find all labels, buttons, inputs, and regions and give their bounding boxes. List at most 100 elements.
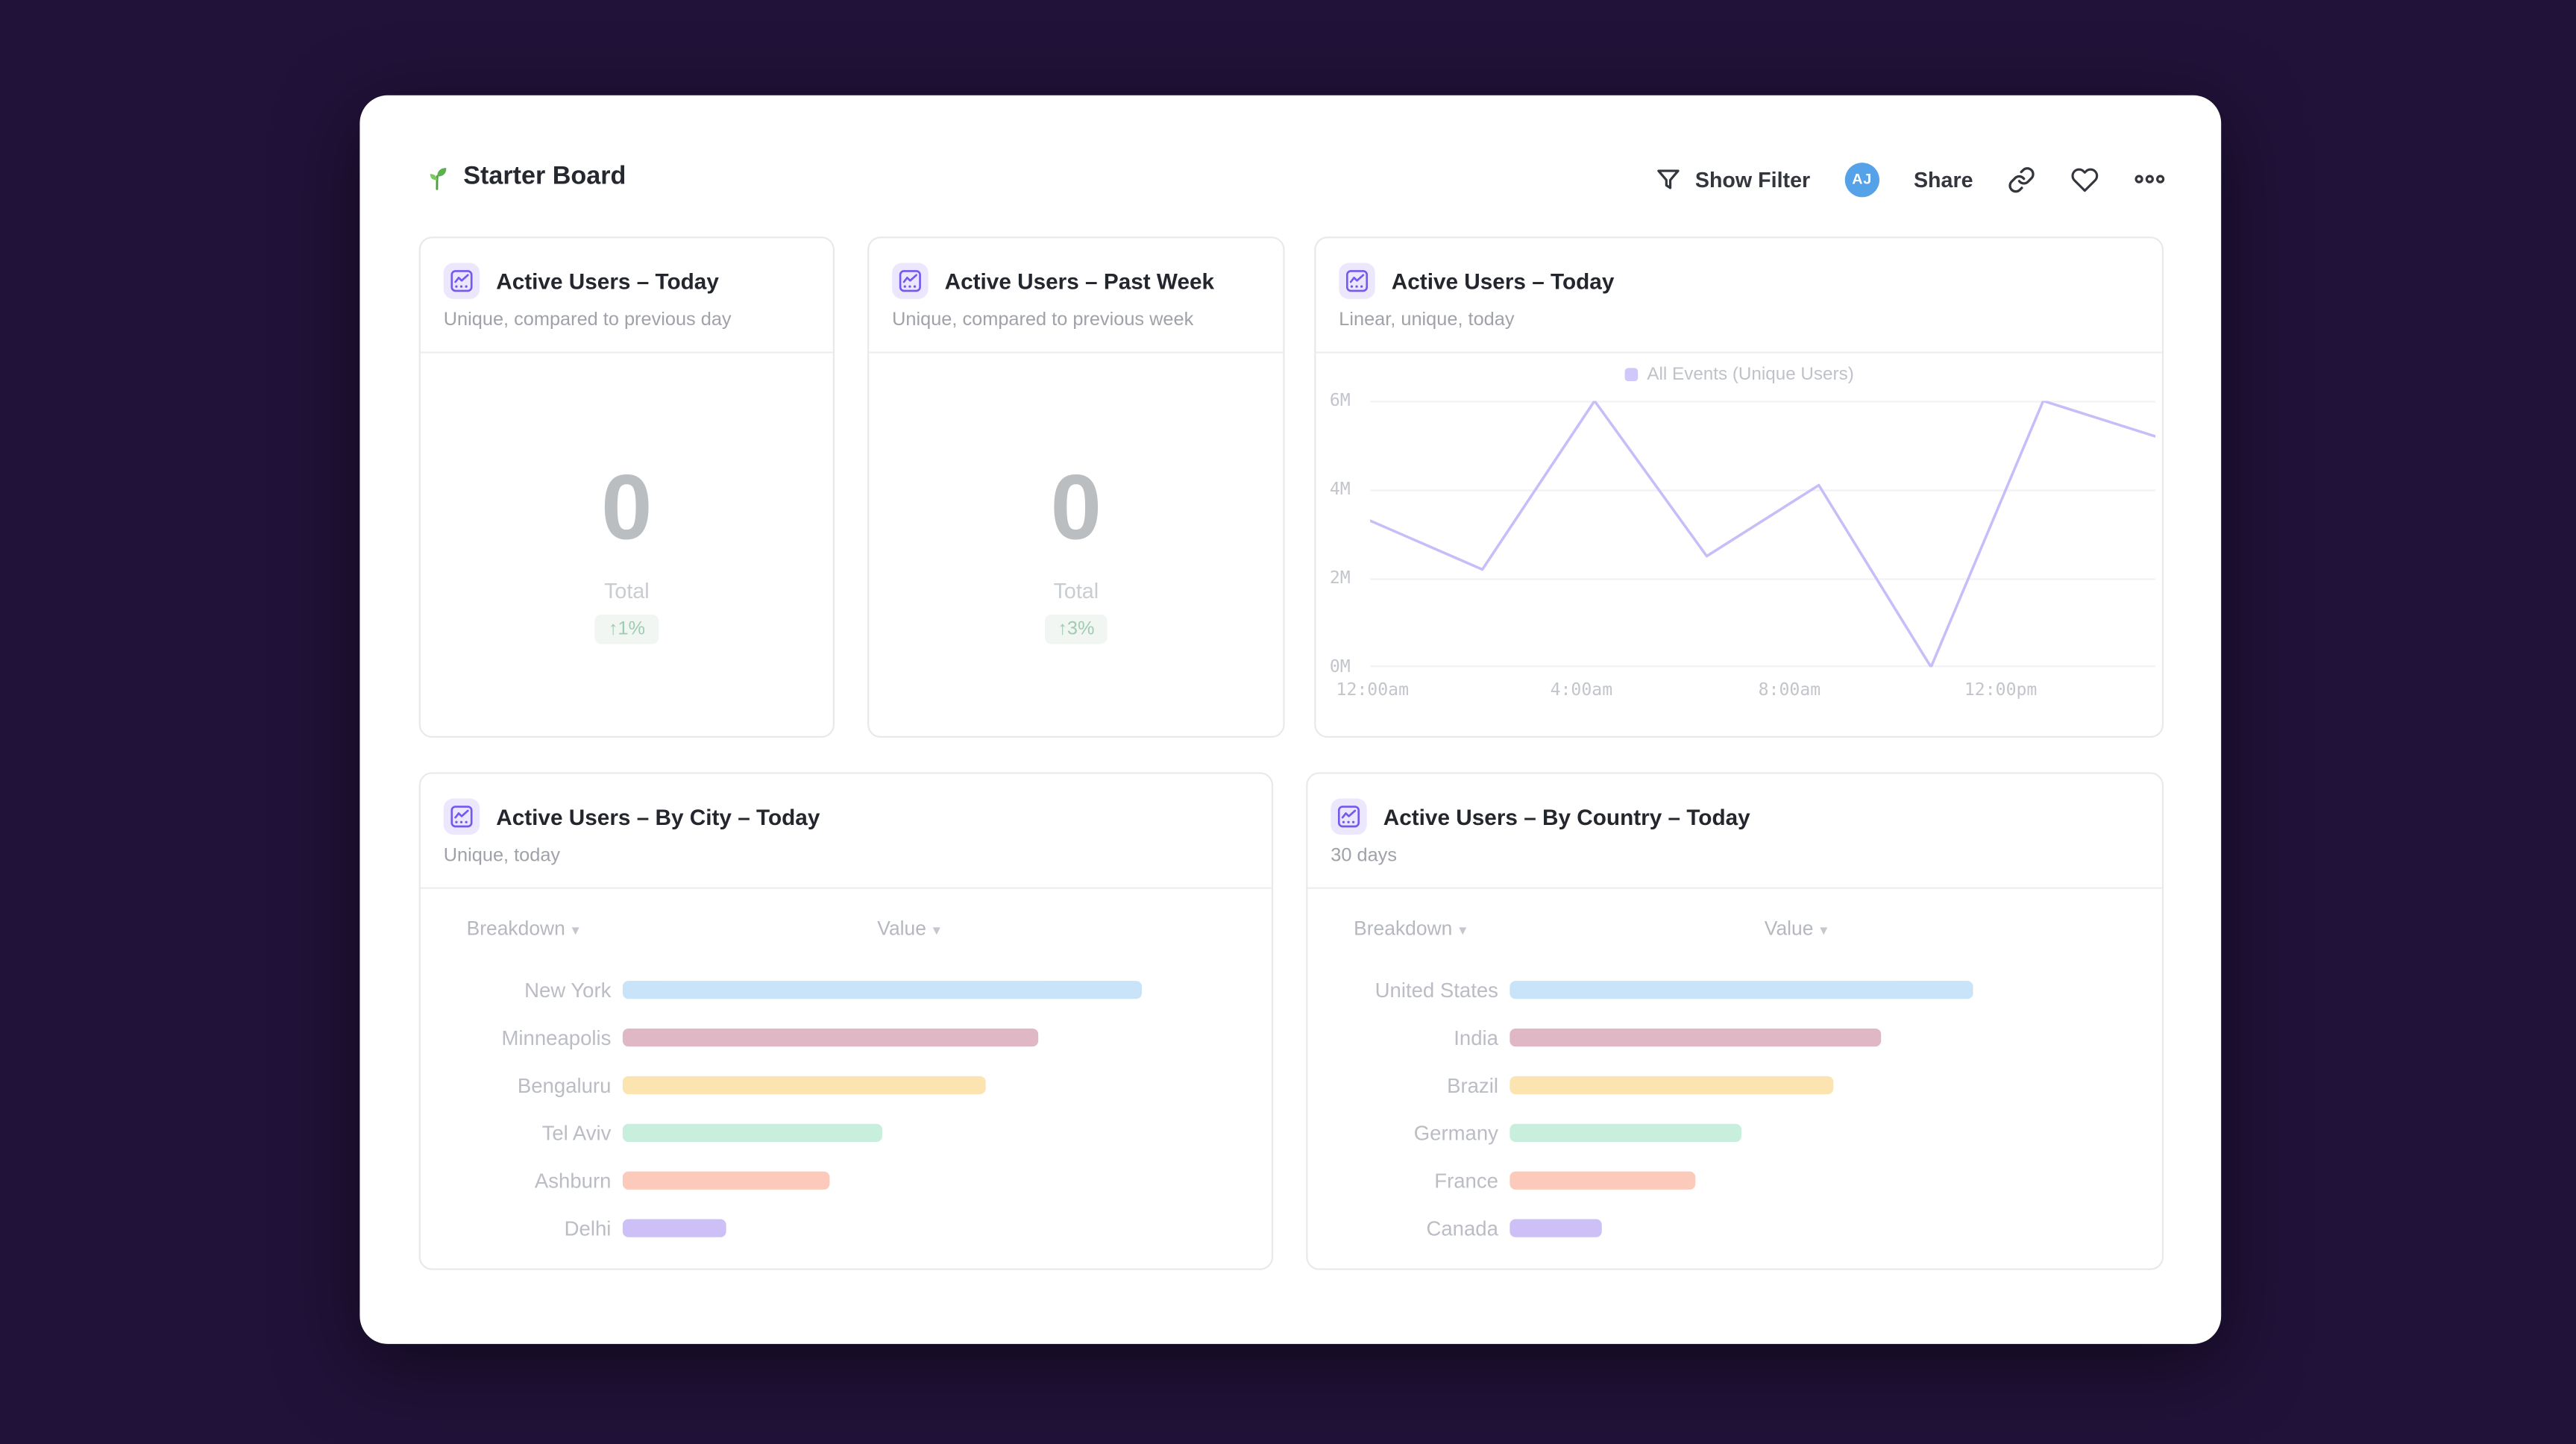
row-label: Germany <box>1413 1121 1498 1145</box>
card-subtitle: 30 days <box>1331 846 1397 866</box>
value-bar[interactable] <box>1510 1123 1741 1142</box>
card-header: Active Users – Past Week <box>869 238 1283 299</box>
value-bar[interactable] <box>1510 1171 1695 1190</box>
bar-track <box>622 1028 1142 1047</box>
heart-icon[interactable] <box>2070 165 2100 192</box>
divider <box>1307 887 2162 889</box>
chart-icon <box>443 798 480 835</box>
avatar[interactable]: AJ <box>1844 161 1879 197</box>
bar-track <box>622 1076 1142 1095</box>
table-row: France <box>1307 1157 2161 1205</box>
divider <box>869 351 1284 354</box>
stat-value-label: Total <box>604 578 650 603</box>
breakdown-column-header[interactable]: Breakdown ▾ <box>1354 917 1467 941</box>
chevron-down-icon: ▾ <box>571 921 579 938</box>
bar-track <box>622 1219 1142 1237</box>
bar-track <box>622 1123 1142 1142</box>
card-active-users-by-city[interactable]: Active Users – By City – Today Unique, t… <box>418 772 1274 1270</box>
change-badge: ↑3% <box>1044 614 1108 644</box>
filter-funnel-icon <box>1656 169 1680 189</box>
row-label: Bengaluru <box>517 1073 612 1097</box>
value-bar[interactable] <box>1510 981 1973 999</box>
value-bar[interactable] <box>622 1123 882 1142</box>
card-active-users-by-country[interactable]: Active Users – By Country – Today 30 day… <box>1306 772 2164 1270</box>
value-bar[interactable] <box>622 1219 727 1237</box>
row-label: France <box>1434 1169 1498 1193</box>
show-filter-label: Show Filter <box>1694 166 1811 192</box>
card-subtitle: Linear, unique, today <box>1339 310 1515 330</box>
stat-body: 0 Total ↑3% <box>869 354 1283 736</box>
table-header: Breakdown ▾ Value ▾ <box>1307 917 2161 943</box>
row-label: Ashburn <box>534 1169 612 1193</box>
card-active-users-today-linear[interactable]: Active Users – Today Linear, unique, tod… <box>1314 236 2164 738</box>
bar-track <box>1510 1123 1973 1142</box>
divider <box>1316 351 2162 354</box>
card-title: Active Users – By City – Today <box>496 804 820 829</box>
x-tick-label: 12:00pm <box>1964 679 2038 700</box>
show-filter-button[interactable]: Show Filter <box>1654 165 1810 192</box>
row-label: India <box>1454 1026 1498 1049</box>
value-bar[interactable] <box>1510 1028 1881 1047</box>
value-bar[interactable] <box>622 981 1142 999</box>
legend-label: All Events (Unique Users) <box>1647 365 1854 385</box>
y-tick-label: 2M <box>1329 568 1351 588</box>
chart-legend: All Events (Unique Users) <box>1316 365 2161 384</box>
value-bar[interactable] <box>622 1028 1038 1047</box>
chevron-down-icon: ▾ <box>1820 921 1828 938</box>
bar-track <box>1510 1219 1973 1237</box>
row-label: Canada <box>1426 1217 1498 1240</box>
value-column-header[interactable]: Value ▾ <box>877 917 940 941</box>
card-title: Active Users – Past Week <box>944 269 1215 294</box>
row-label: Tel Aviv <box>541 1121 612 1145</box>
link-icon[interactable] <box>2008 165 2035 192</box>
table-row: New York <box>421 966 1272 1014</box>
value-bar[interactable] <box>1510 1076 1835 1095</box>
breakdown-rows: New York Minneapolis Bengaluru Tel Aviv Ashb… <box>421 966 1272 1252</box>
line-chart-plot[interactable] <box>1369 399 2157 669</box>
card-header: Active Users – Today <box>421 238 833 299</box>
breakdown-rows: United States India Brazil Germany France Can… <box>1307 966 2161 1252</box>
row-label: United States <box>1375 978 1498 1002</box>
card-subtitle: Unique, compared to previous day <box>443 310 732 330</box>
card-active-users-today[interactable]: Active Users – Today Unique, compared to… <box>418 236 835 738</box>
ellipsis-icon[interactable] <box>2134 172 2165 186</box>
bar-track <box>622 981 1142 999</box>
share-label: Share <box>1913 166 1973 192</box>
divider <box>420 351 833 354</box>
table-row: Tel Aviv <box>421 1109 1272 1157</box>
x-axis: 12:00am 4:00am 8:00am 12:00pm <box>1336 679 2155 703</box>
card-title: Active Users – Today <box>496 269 719 294</box>
stat-body: 0 Total ↑1% <box>421 354 833 736</box>
table-header: Breakdown ▾ Value ▾ <box>421 917 1272 943</box>
card-active-users-past-week[interactable]: Active Users – Past Week Unique, compare… <box>867 236 1285 738</box>
stat-value: 0 <box>1050 455 1102 559</box>
breakdown-column-header[interactable]: Breakdown ▾ <box>466 917 579 941</box>
row-label: Minneapolis <box>501 1026 612 1049</box>
x-tick-label: 8:00am <box>1758 679 1821 700</box>
bar-track <box>1510 1028 1973 1047</box>
y-axis: 6M 4M 2M 0M <box>1316 391 1360 677</box>
value-bar[interactable] <box>1510 1219 1603 1237</box>
value-column-header[interactable]: Value ▾ <box>1764 917 1828 941</box>
value-bar[interactable] <box>622 1171 831 1190</box>
bar-track <box>1510 1171 1973 1190</box>
table-row: Brazil <box>1307 1061 2161 1109</box>
divider <box>420 887 1272 889</box>
table-row: Ashburn <box>421 1157 1272 1205</box>
row-label: Delhi <box>564 1217 612 1240</box>
table-row: Germany <box>1307 1109 2161 1157</box>
table-row: Canada <box>1307 1205 2161 1252</box>
card-subtitle: Unique, today <box>443 846 561 866</box>
board-title-label: Starter Board <box>463 163 626 191</box>
y-tick-label: 0M <box>1329 657 1351 677</box>
value-bar[interactable] <box>622 1076 987 1095</box>
chart-icon <box>443 263 480 299</box>
share-button[interactable]: Share <box>1914 167 1973 192</box>
board-title: Starter Board <box>424 156 626 198</box>
stat-value-label: Total <box>1053 578 1099 603</box>
table-row: India <box>1307 1014 2161 1061</box>
table-row: Minneapolis <box>421 1014 1272 1061</box>
chart-icon <box>1339 263 1375 299</box>
card-header: Active Users – By City – Today <box>421 774 1272 835</box>
bar-track <box>1510 1076 1973 1095</box>
